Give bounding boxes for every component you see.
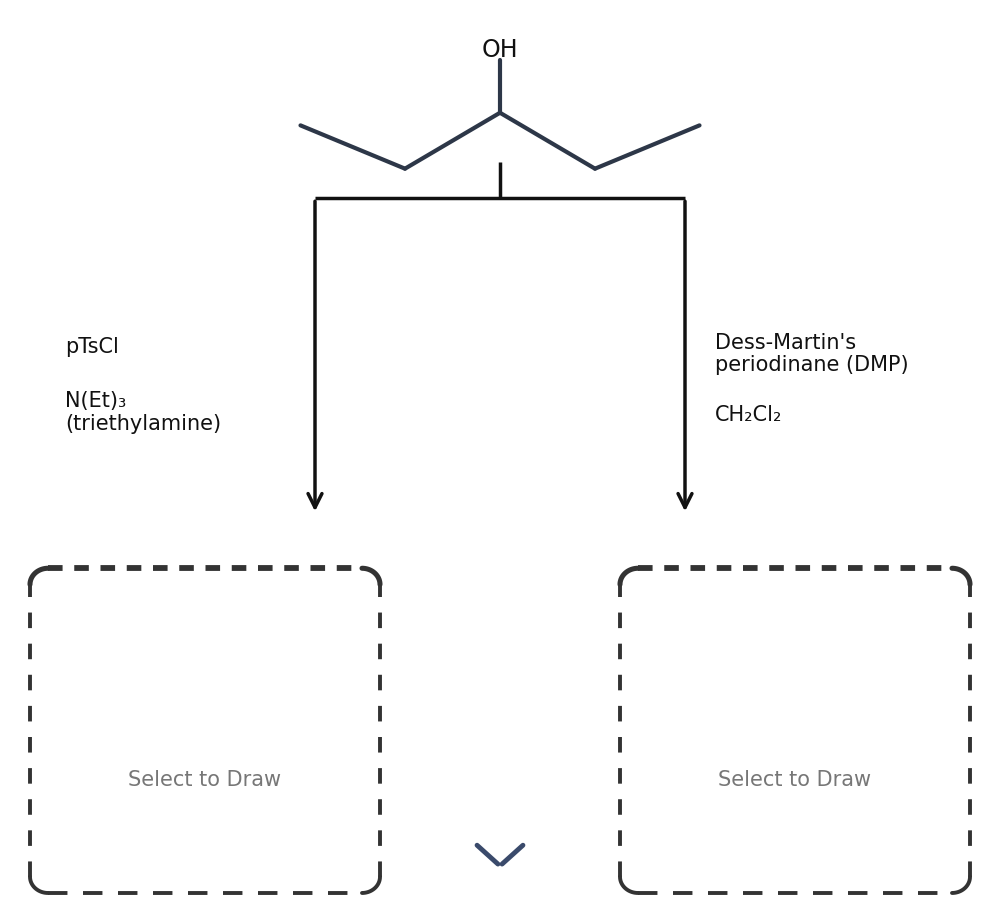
Text: OH: OH [482,38,518,61]
Text: Dess-Martin's: Dess-Martin's [715,333,856,353]
Text: Select to Draw: Select to Draw [718,770,872,790]
Text: pTsCl: pTsCl [65,337,119,357]
Text: periodinane (DMP): periodinane (DMP) [715,355,909,375]
Text: N(Et)₃: N(Et)₃ [65,391,126,411]
Text: (triethylamine): (triethylamine) [65,414,221,434]
Text: Select to Draw: Select to Draw [128,770,282,790]
Text: CH₂Cl₂: CH₂Cl₂ [715,405,782,425]
